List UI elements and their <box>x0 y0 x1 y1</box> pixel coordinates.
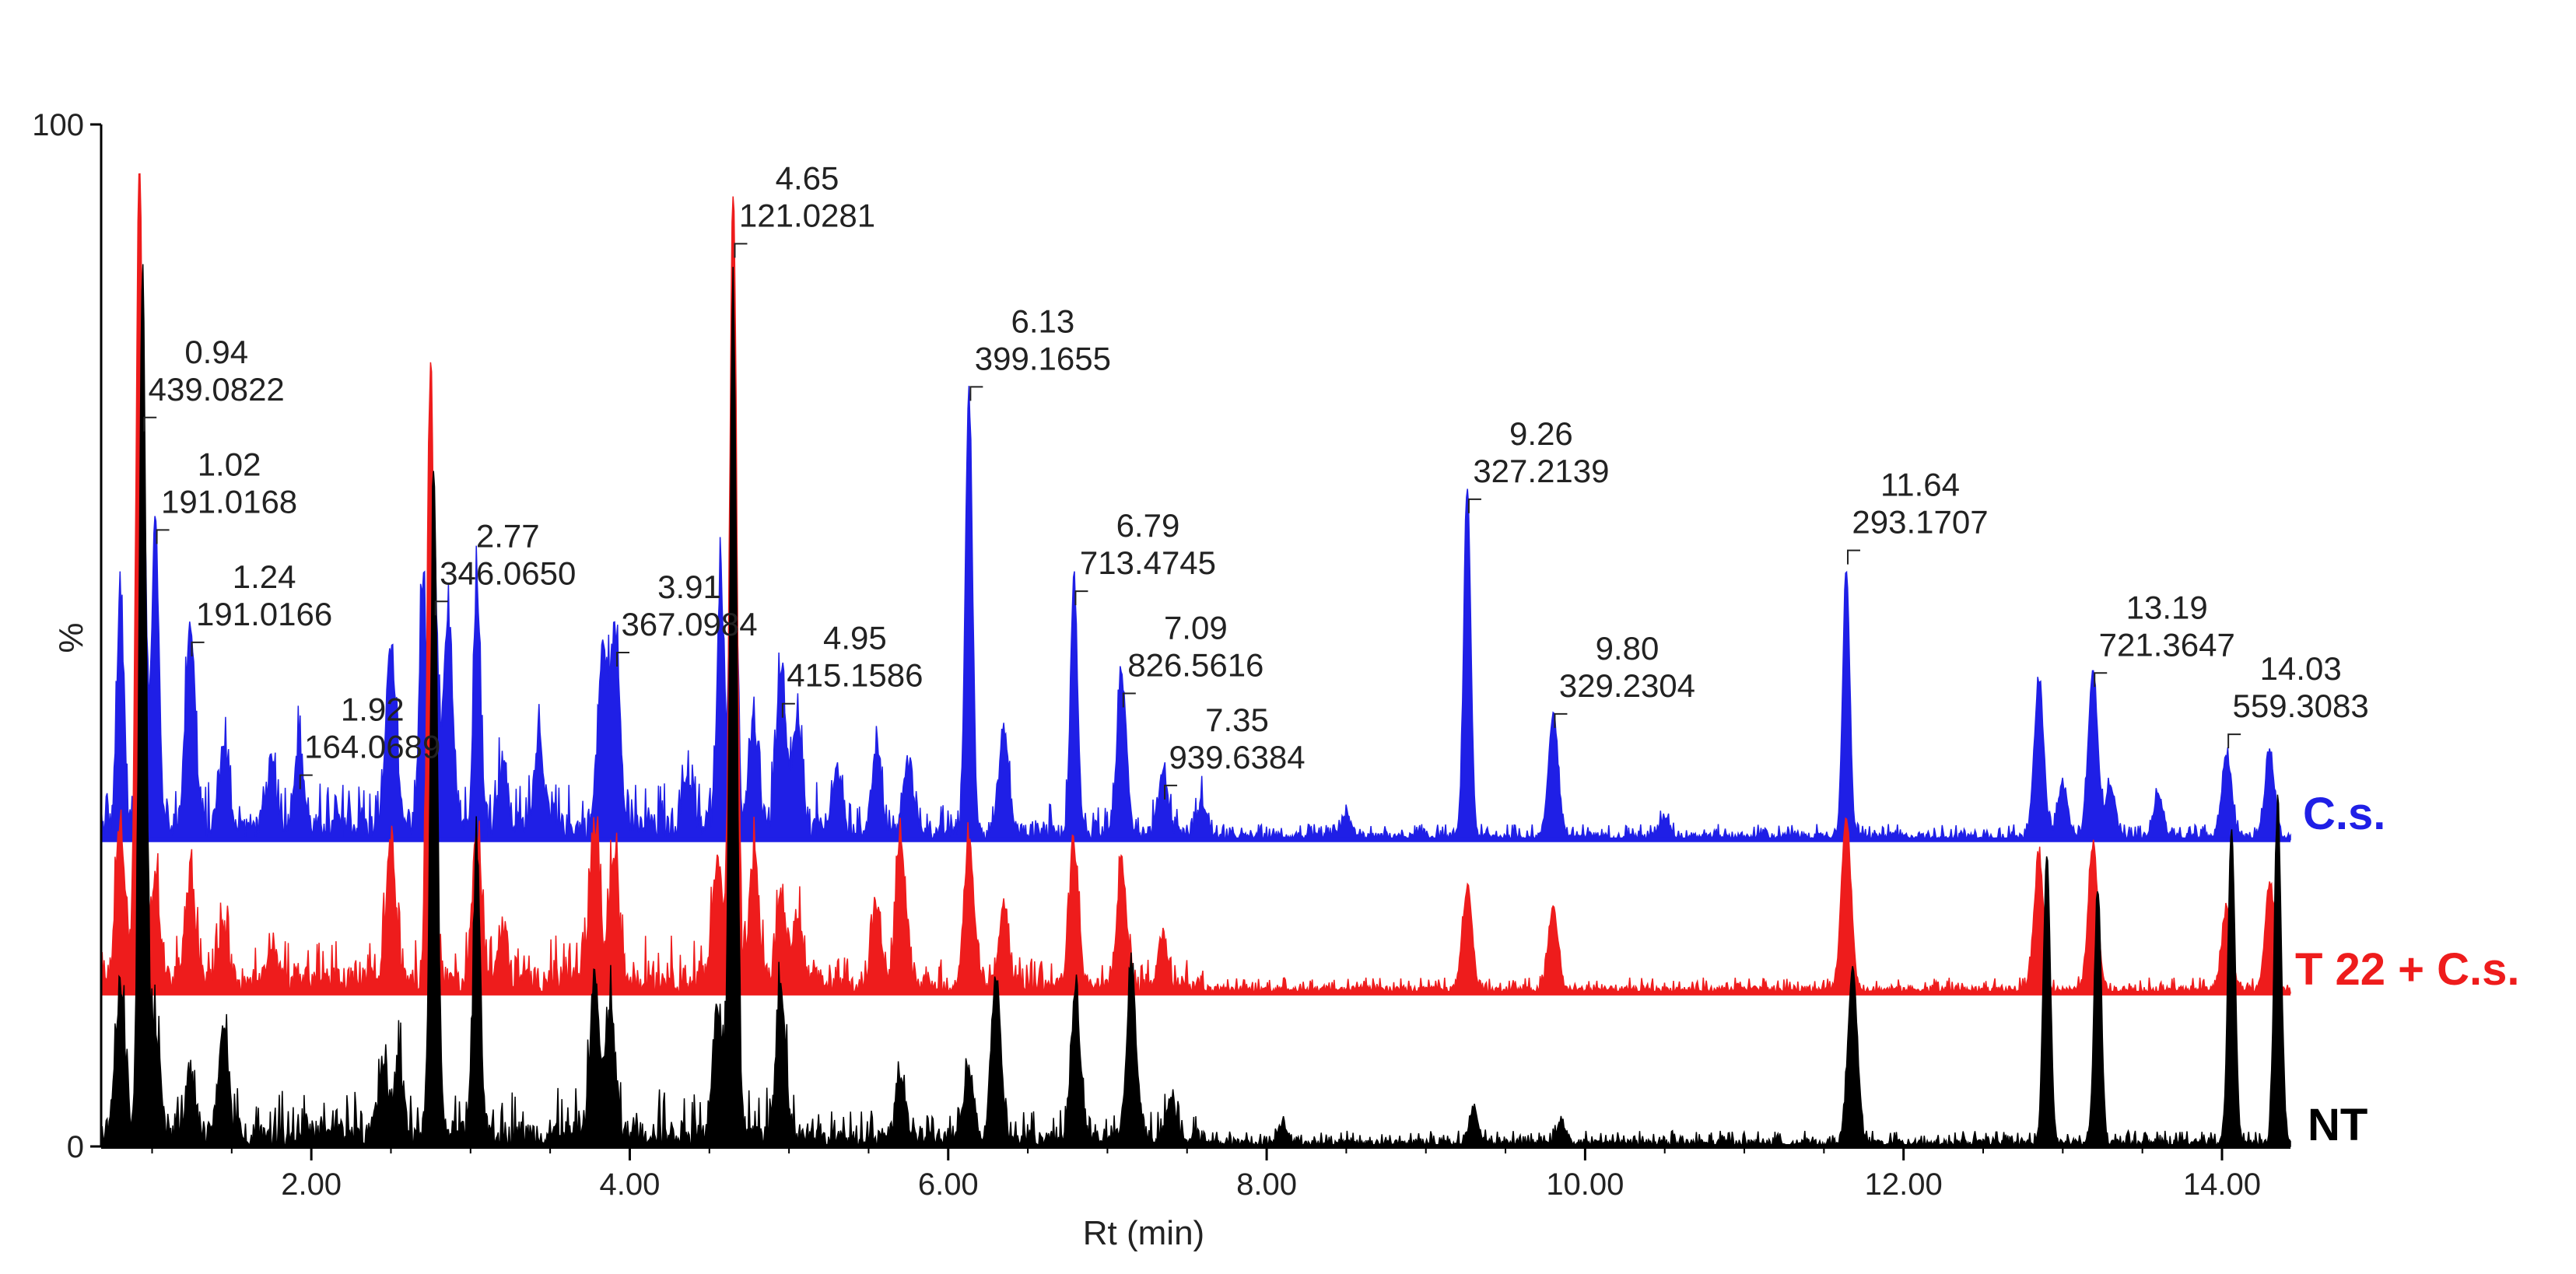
x-tick-label: 4.00 <box>600 1167 661 1202</box>
series-cs <box>100 386 2291 842</box>
annotation-rt: 1.02 <box>198 446 261 482</box>
annotation-mz: 439.0822 <box>149 371 285 408</box>
x-tick-label: 12.00 <box>1865 1167 1943 1202</box>
annotation-mz: 121.0281 <box>739 197 875 233</box>
annotation-rt: 9.26 <box>1509 415 1573 452</box>
annotation-mz: 939.6384 <box>1169 739 1305 775</box>
trace-t22 <box>100 173 2291 996</box>
annotation-leader <box>1847 549 1861 565</box>
annotation-mz: 191.0166 <box>196 596 332 632</box>
annotation-leader <box>156 529 170 544</box>
annotation-mz: 293.1707 <box>1852 504 1988 541</box>
x-tick-label: 10.00 <box>1546 1167 1624 1202</box>
y-tick-label: 100 <box>32 108 84 142</box>
annotation-rt: 11.64 <box>1880 467 1960 503</box>
annotation-rt: 14.03 <box>2260 650 2342 687</box>
annotation-mz: 559.3083 <box>2233 688 2369 724</box>
trace-label-nt: NT <box>2308 1100 2367 1150</box>
annotation-mz: 191.0168 <box>161 483 297 520</box>
trace-cs <box>100 386 2291 842</box>
annotation-leader <box>1467 498 1481 513</box>
series-t22 <box>100 173 2291 996</box>
annotation-rt: 1.24 <box>233 558 296 595</box>
annotation-rt: 13.19 <box>2126 589 2208 625</box>
annotation-mz: 415.1586 <box>787 657 923 694</box>
y-axis-title: % <box>52 622 90 653</box>
annotation-rt: 4.95 <box>823 620 887 656</box>
annotation-leader <box>1164 784 1178 800</box>
y-tick-label: 0 <box>67 1130 84 1164</box>
annotation-rt: 2.77 <box>476 517 540 554</box>
x-axis-title: Rt (min) <box>1083 1214 1204 1252</box>
x-axis-ticks: 2.00 4.00 6.00 8.00 10.00 12.00 14.00 <box>151 1146 2261 1202</box>
annotation-mz: 713.4745 <box>1080 544 1216 581</box>
trace-labels: C.s. T 22 + C.s. NT <box>2295 789 2520 1150</box>
annotation-leader <box>299 774 313 789</box>
annotation-rt: 7.35 <box>1205 702 1269 738</box>
annotation-leader <box>781 702 795 718</box>
annotation-leader <box>1122 692 1136 708</box>
annotation-leader <box>1074 590 1088 606</box>
annotation-leader <box>1554 712 1568 728</box>
x-tick-label: 6.00 <box>918 1167 979 1202</box>
annotation-leader <box>434 600 448 616</box>
annotation-leader <box>143 416 157 432</box>
annotation-mz: 721.3647 <box>2099 626 2235 663</box>
annotation-mz: 399.1655 <box>975 340 1111 376</box>
trace-label-t22: T 22 + C.s. <box>2295 944 2520 995</box>
annotation-rt: 6.79 <box>1116 507 1180 544</box>
annotation-leader <box>2094 672 2108 688</box>
annotation-leader <box>734 243 748 258</box>
peak-annotations: 0.94439.08221.02191.01681.24191.01661.92… <box>143 159 2369 800</box>
annotation-mz: 327.2139 <box>1473 453 1609 489</box>
annotation-rt: 1.92 <box>341 691 405 728</box>
annotation-rt: 6.13 <box>1011 303 1074 339</box>
annotation-leader <box>969 386 983 401</box>
annotation-rt: 4.65 <box>776 159 839 196</box>
annotation-mz: 367.0984 <box>621 606 757 642</box>
annotation-rt: 9.80 <box>1596 630 1660 667</box>
axes <box>100 124 2290 1148</box>
annotation-leader <box>2227 733 2241 749</box>
annotation-mz: 164.0689 <box>304 729 440 765</box>
annotation-leader <box>191 641 205 656</box>
annotation-mz: 346.0650 <box>440 555 576 591</box>
annotation-mz: 329.2304 <box>1559 667 1695 704</box>
annotation-rt: 0.94 <box>184 334 248 370</box>
annotation-rt: 3.91 <box>657 569 721 605</box>
x-tick-label: 2.00 <box>281 1167 342 1202</box>
x-tick-label: 14.00 <box>2183 1167 2261 1202</box>
trace-nt <box>100 264 2291 1149</box>
annotation-rt: 7.09 <box>1164 610 1228 646</box>
x-tick-label: 8.00 <box>1236 1167 1297 1202</box>
annotation-mz: 826.5616 <box>1127 647 1263 684</box>
trace-label-cs: C.s. <box>2303 789 2385 839</box>
y-axis-ticks: 0 100 <box>32 108 101 1164</box>
annotation-leader <box>616 652 630 667</box>
